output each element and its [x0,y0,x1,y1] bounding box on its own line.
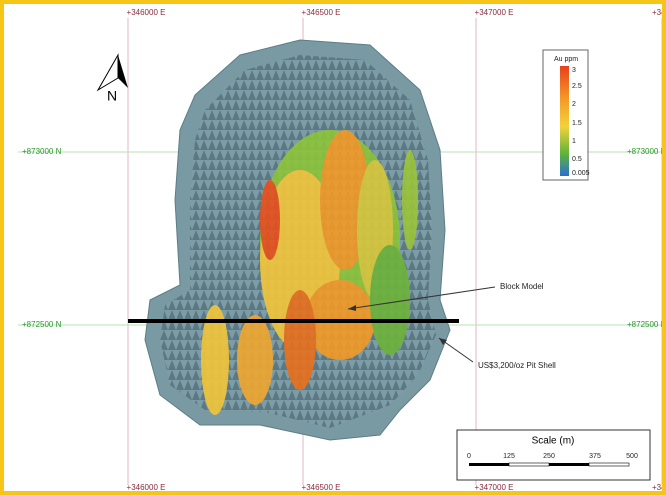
grid-label: +346500 E [302,8,341,17]
arrowhead [348,305,356,311]
legend-title: Au ppm [554,56,578,63]
legend-label: 0.005 [572,170,590,177]
grid-label: +346500 E [302,483,341,492]
grid-label: +873000 N [627,147,666,156]
grid-label: +872500 N [627,320,666,329]
grid-label: +347 [652,483,666,492]
color-bar [560,66,569,176]
scale-label: 250 [543,453,555,460]
grid-label: +347000 E [475,8,514,17]
grid-label: +346000 E [127,483,166,492]
legend-label: 0.5 [572,156,582,163]
arrowhead [439,338,447,345]
legend-label: 1 [572,138,576,145]
grid-label: +872500 N [22,320,62,329]
grid-label: +347000 E [475,483,514,492]
grid-label: +347 [652,8,666,17]
annotation: US$3,200/oz Pit Shell [478,361,556,370]
scale-label: 0 [467,453,471,460]
scale-label: 375 [589,453,601,460]
grid-label: +346000 E [127,8,166,17]
legend-label: 2.5 [572,83,582,90]
scale-label: 125 [503,453,515,460]
grid-label: +873000 N [22,147,62,156]
scale-bar [469,462,630,467]
scale-title: Scale (m) [532,436,575,447]
leader [347,286,496,310]
legend-label: 3 [572,67,576,74]
legend-label: 1.5 [572,120,582,127]
north-label: N [107,88,117,104]
north-arrow-half [118,55,128,88]
legend-label: 2 [572,101,576,108]
scale-label: 500 [626,453,638,460]
annotation: Block Model [500,282,544,291]
scale-box [456,429,651,481]
block-model [201,130,418,415]
